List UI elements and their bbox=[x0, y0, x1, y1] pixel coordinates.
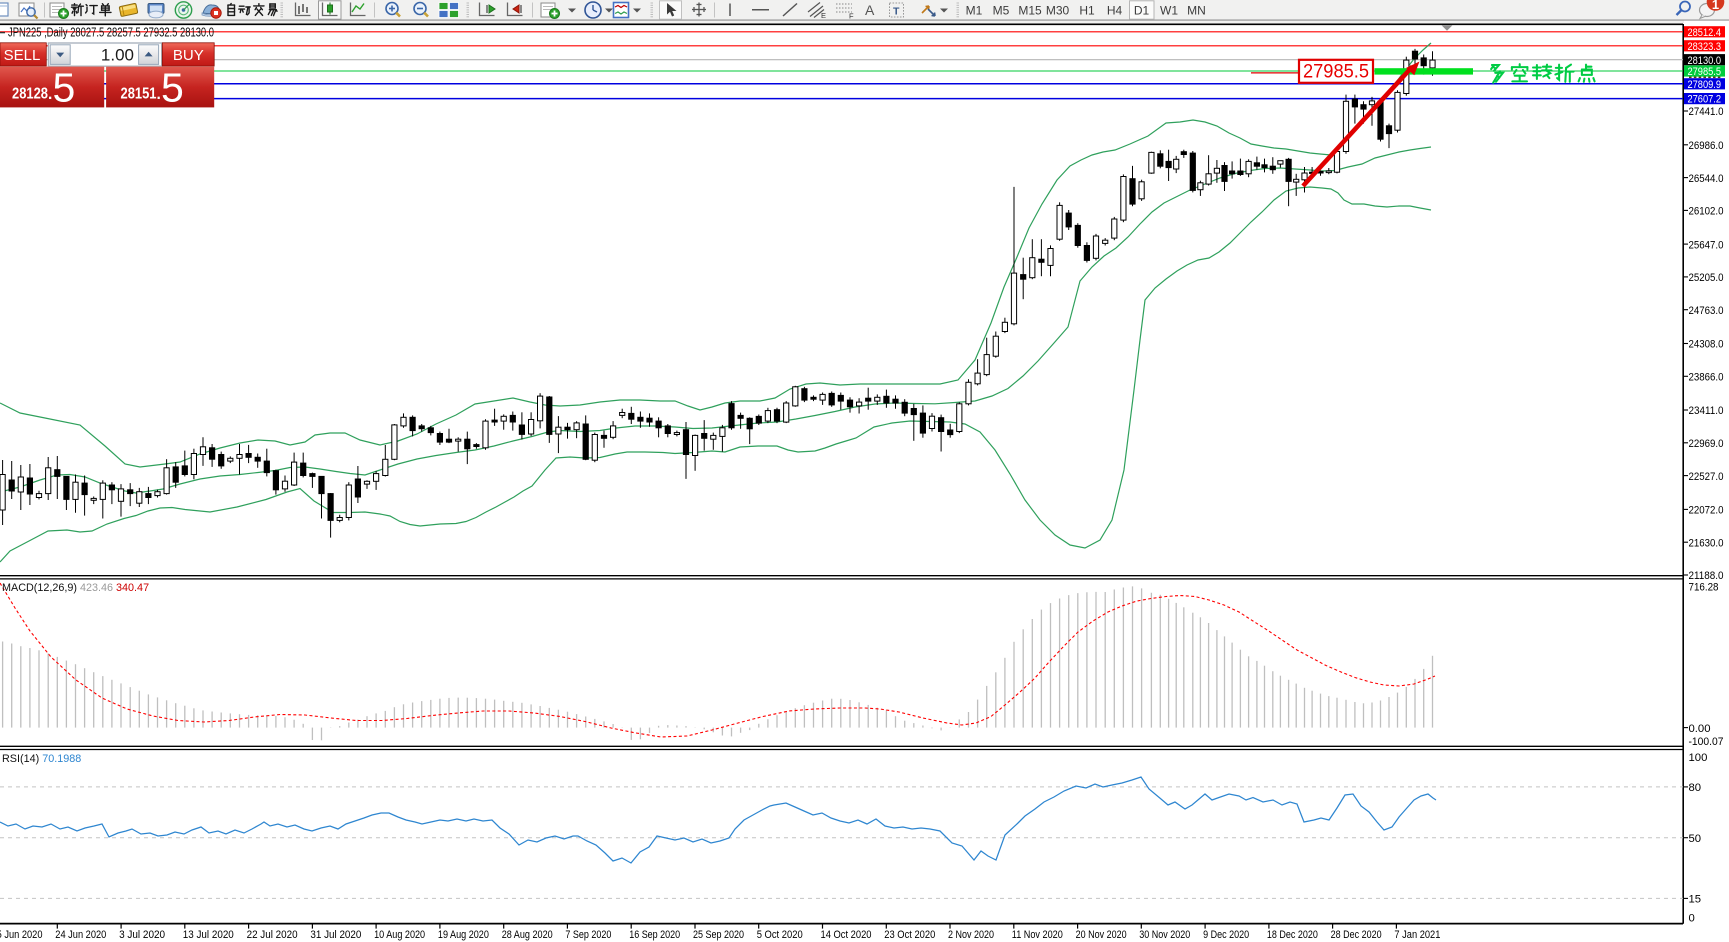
svg-text:RSI(14) 70.1988: RSI(14) 70.1988 bbox=[2, 753, 81, 765]
svg-text:15: 15 bbox=[1689, 894, 1702, 906]
svg-text:.: . bbox=[48, 86, 52, 103]
svg-text:28512.4: 28512.4 bbox=[1688, 27, 1722, 39]
svg-text:JPN225 ,Daily 28027.5 28257.5: JPN225 ,Daily 28027.5 28257.5 27932.5 28… bbox=[8, 26, 214, 40]
svg-text:23866.0: 23866.0 bbox=[1689, 372, 1724, 384]
svg-text:3 Jul 2020: 3 Jul 2020 bbox=[119, 929, 165, 941]
svg-text:7 Jan 2021: 7 Jan 2021 bbox=[1394, 929, 1440, 941]
svg-text:W1: W1 bbox=[1160, 4, 1178, 18]
svg-text:22072.0: 22072.0 bbox=[1689, 505, 1724, 517]
svg-text:2 Nov 2020: 2 Nov 2020 bbox=[948, 929, 994, 941]
svg-text:22 Jul 2020: 22 Jul 2020 bbox=[247, 929, 298, 941]
svg-text:26102.0: 26102.0 bbox=[1689, 206, 1724, 218]
svg-text:MACD(12,26,9) 423.46 340.47: MACD(12,26,9) 423.46 340.47 bbox=[2, 582, 149, 594]
svg-text:24308.0: 24308.0 bbox=[1689, 339, 1724, 351]
svg-text:H1: H1 bbox=[1079, 4, 1095, 18]
svg-text:0: 0 bbox=[1689, 913, 1695, 925]
svg-text:M1: M1 bbox=[966, 4, 983, 18]
svg-text:BUY: BUY bbox=[173, 47, 204, 64]
svg-text:28130.0: 28130.0 bbox=[1688, 55, 1722, 67]
svg-text:100: 100 bbox=[1689, 752, 1708, 764]
svg-text:M15: M15 bbox=[1018, 4, 1042, 18]
svg-text:21630.0: 21630.0 bbox=[1689, 537, 1724, 549]
svg-text:23411.0: 23411.0 bbox=[1689, 405, 1724, 417]
svg-text:28151: 28151 bbox=[121, 85, 157, 102]
svg-text:27809.9: 27809.9 bbox=[1688, 79, 1722, 91]
svg-text:28 Aug 2020: 28 Aug 2020 bbox=[502, 929, 553, 941]
svg-text:25 Sep 2020: 25 Sep 2020 bbox=[693, 929, 744, 941]
svg-text:D1: D1 bbox=[1134, 4, 1150, 18]
svg-text:.: . bbox=[157, 86, 161, 103]
svg-text:15 Jun 2020: 15 Jun 2020 bbox=[0, 929, 43, 941]
svg-text:28 Dec 2020: 28 Dec 2020 bbox=[1331, 929, 1382, 941]
svg-text:28323.3: 28323.3 bbox=[1688, 41, 1722, 53]
svg-text:E: E bbox=[821, 11, 826, 20]
svg-text:31 Jul 2020: 31 Jul 2020 bbox=[310, 929, 361, 941]
svg-text:M30: M30 bbox=[1046, 4, 1070, 18]
svg-text:25205.0: 25205.0 bbox=[1689, 272, 1724, 284]
svg-text:23 Oct 2020: 23 Oct 2020 bbox=[884, 929, 935, 941]
svg-text:0.00: 0.00 bbox=[1689, 723, 1711, 735]
svg-text:A: A bbox=[865, 2, 875, 18]
svg-text:F: F bbox=[849, 12, 854, 21]
svg-text:10 Aug 2020: 10 Aug 2020 bbox=[374, 929, 425, 941]
svg-text:H4: H4 bbox=[1107, 4, 1123, 18]
svg-text:50: 50 bbox=[1689, 833, 1702, 845]
svg-text:28128: 28128 bbox=[12, 85, 48, 102]
svg-text:-100.07: -100.07 bbox=[1689, 736, 1724, 748]
svg-text:5 Oct 2020: 5 Oct 2020 bbox=[757, 929, 803, 941]
svg-text:7 Sep 2020: 7 Sep 2020 bbox=[565, 929, 611, 941]
svg-text:30 Nov 2020: 30 Nov 2020 bbox=[1139, 929, 1190, 941]
svg-text:19 Aug 2020: 19 Aug 2020 bbox=[438, 929, 489, 941]
svg-text:5: 5 bbox=[161, 65, 184, 111]
svg-text:22969.0: 22969.0 bbox=[1689, 438, 1724, 450]
svg-text:22527.0: 22527.0 bbox=[1689, 471, 1724, 483]
svg-text:80: 80 bbox=[1689, 782, 1702, 794]
svg-text:27985.5: 27985.5 bbox=[1688, 66, 1722, 78]
svg-text:SELL: SELL bbox=[4, 47, 41, 64]
svg-text:24763.0: 24763.0 bbox=[1689, 305, 1724, 317]
svg-text:MN: MN bbox=[1187, 4, 1206, 18]
svg-text:1.00: 1.00 bbox=[101, 45, 134, 64]
svg-text:24 Jun 2020: 24 Jun 2020 bbox=[55, 929, 106, 941]
svg-text:716.28: 716.28 bbox=[1689, 582, 1719, 594]
svg-text:M5: M5 bbox=[993, 4, 1010, 18]
svg-text:13 Jul 2020: 13 Jul 2020 bbox=[183, 929, 234, 941]
svg-text:T: T bbox=[893, 6, 900, 18]
svg-text:14 Oct 2020: 14 Oct 2020 bbox=[821, 929, 872, 941]
svg-text:5: 5 bbox=[53, 65, 76, 111]
svg-text:18 Dec 2020: 18 Dec 2020 bbox=[1267, 929, 1318, 941]
svg-text:27607.2: 27607.2 bbox=[1688, 94, 1722, 106]
svg-text:26544.0: 26544.0 bbox=[1689, 173, 1724, 185]
svg-text:16 Sep 2020: 16 Sep 2020 bbox=[629, 929, 680, 941]
svg-text:27985.5: 27985.5 bbox=[1303, 61, 1369, 83]
svg-text:25647.0: 25647.0 bbox=[1689, 239, 1724, 251]
svg-text:20 Nov 2020: 20 Nov 2020 bbox=[1076, 929, 1127, 941]
svg-text:1: 1 bbox=[1712, 0, 1719, 12]
svg-text:9 Dec 2020: 9 Dec 2020 bbox=[1203, 929, 1249, 941]
svg-text:11 Nov 2020: 11 Nov 2020 bbox=[1012, 929, 1063, 941]
svg-text:21188.0: 21188.0 bbox=[1689, 570, 1724, 582]
svg-text:27441.0: 27441.0 bbox=[1689, 106, 1724, 118]
svg-text:26986.0: 26986.0 bbox=[1689, 140, 1724, 152]
